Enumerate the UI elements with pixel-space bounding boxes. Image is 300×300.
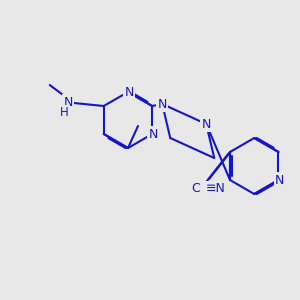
Text: N: N: [275, 173, 284, 187]
Text: N: N: [148, 128, 158, 140]
Text: C: C: [191, 182, 200, 194]
Text: N: N: [202, 118, 211, 130]
Text: N: N: [63, 95, 73, 109]
Text: ≡N: ≡N: [206, 182, 226, 196]
Text: N: N: [124, 86, 134, 100]
Text: N: N: [158, 98, 167, 110]
Text: H: H: [59, 106, 68, 119]
